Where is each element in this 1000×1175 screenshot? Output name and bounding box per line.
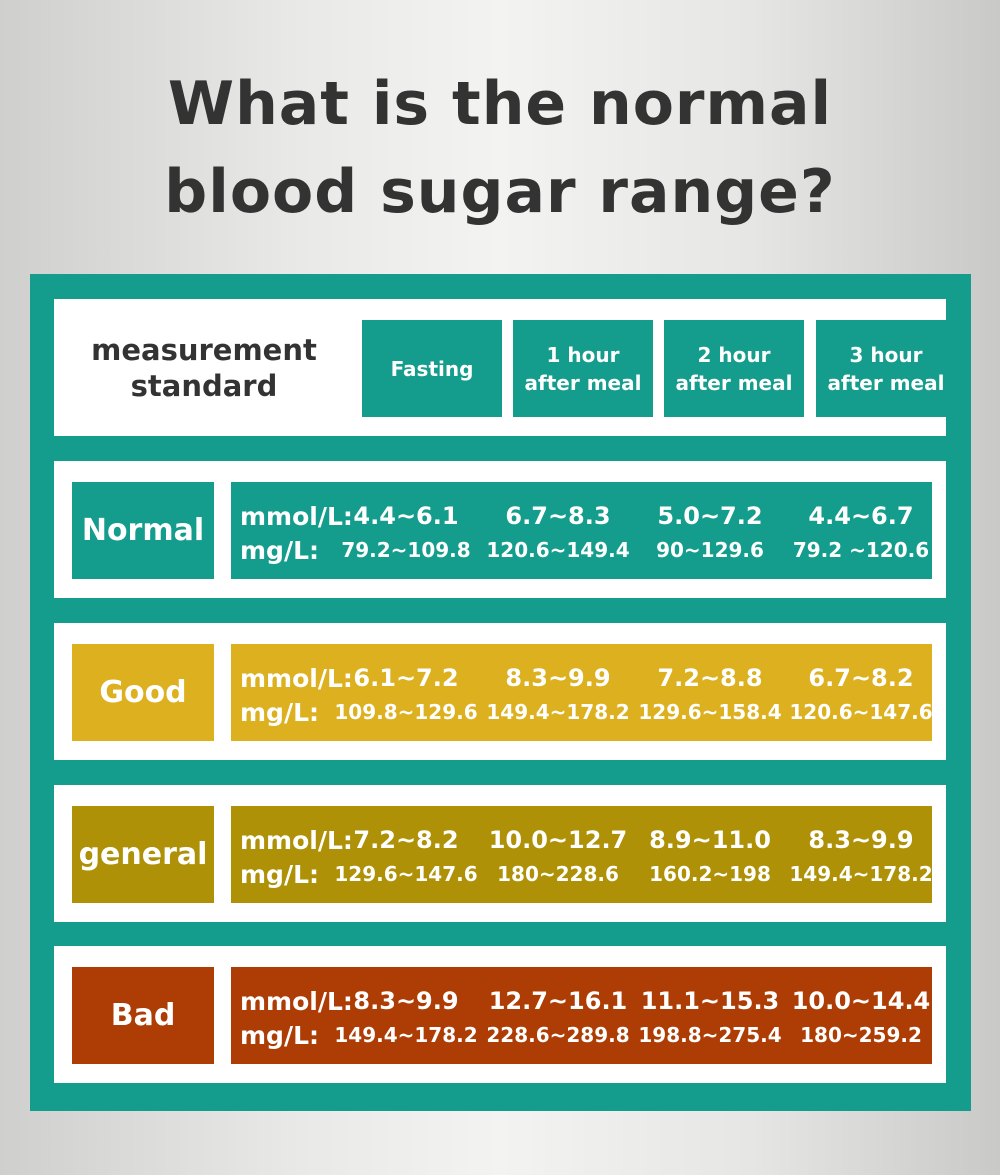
mmol-value: 7.2~8.2 [353,826,459,854]
row-label-good: Good [72,644,214,741]
measurement-standard-label: measurement standard [91,332,317,403]
row-values-general: mmol/L: mg/L: 7.2~8.2 10.0~12.7 8.9~11.0… [231,806,933,903]
column-header-1-hour: 1 hour after meal [513,320,653,417]
column-header-2-hour: 2 hour after meal [664,320,804,417]
unit-mg: mg/L: [240,1021,320,1050]
mg-value: 120.6~149.4 [486,538,630,562]
unit-mg: mg/L: [240,536,320,565]
unit-mmol: mmol/L: [240,987,353,1016]
mg-value: 149.4~178.2 [486,700,630,724]
unit-mg: mg/L: [240,860,320,889]
mg-value: 228.6~289.8 [486,1023,630,1047]
mmol-value: 4.4~6.1 [353,502,459,530]
mmol-value: 12.7~16.1 [488,987,628,1015]
mmol-value: 10.0~12.7 [488,826,628,854]
mg-value: 109.8~129.6 [334,700,478,724]
row-label-general: general [72,806,214,903]
mg-value: 129.6~158.4 [638,700,782,724]
mmol-value: 6.1~7.2 [353,664,459,692]
row-label-normal: Normal [72,482,214,579]
mg-value: 90~129.6 [656,538,764,562]
row-good: Good mmol/L: mg/L: 6.1~7.2 8.3~9.9 7.2~8… [54,623,946,760]
mg-value: 198.8~275.4 [638,1023,782,1047]
title-line-2: blood sugar range? [164,157,836,227]
mg-value: 180~259.2 [800,1023,922,1047]
mg-value: 129.6~147.6 [334,862,478,886]
row-normal: Normal mmol/L: mg/L: 4.4~6.1 6.7~8.3 5.0… [54,461,946,598]
header-row: measurement standard Fasting 1 hour afte… [54,299,956,436]
mmol-value: 7.2~8.8 [657,664,763,692]
row-values-bad: mmol/L: mg/L: 8.3~9.9 12.7~16.1 11.1~15.… [231,967,932,1064]
mg-value: 149.4~178.2 [334,1023,478,1047]
mg-value: 79.2 ~120.6 [792,538,930,562]
range-table: measurement standard Fasting 1 hour afte… [30,274,971,1111]
page-title: What is the normal blood sugar range? [0,60,1000,236]
row-general: general mmol/L: mg/L: 7.2~8.2 10.0~12.7 … [54,785,946,922]
mg-value: 79.2~109.8 [341,538,471,562]
unit-mmol: mmol/L: [240,664,353,693]
mmol-value: 8.3~9.9 [808,826,914,854]
mg-value: 180~228.6 [497,862,619,886]
row-label-bad: Bad [72,967,214,1064]
row-bad: Bad mmol/L: mg/L: 8.3~9.9 12.7~16.1 11.1… [54,946,946,1083]
mmol-value: 4.4~6.7 [808,502,914,530]
unit-mmol: mmol/L: [240,826,353,855]
mmol-value: 8.9~11.0 [649,826,771,854]
mmol-value: 6.7~8.3 [505,502,611,530]
mmol-value: 8.3~9.9 [505,664,611,692]
mmol-value: 8.3~9.9 [353,987,459,1015]
mmol-value: 5.0~7.2 [657,502,763,530]
column-header-fasting: Fasting [362,320,502,417]
row-values-good: mmol/L: mg/L: 6.1~7.2 8.3~9.9 7.2~8.8 6.… [231,644,933,741]
mmol-value: 10.0~14.4 [791,987,931,1015]
mg-value: 160.2~198 [649,862,771,886]
mmol-value: 6.7~8.2 [808,664,914,692]
title-line-1: What is the normal [167,69,833,139]
unit-mmol: mmol/L: [240,502,353,531]
unit-mg: mg/L: [240,698,320,727]
row-values-normal: mmol/L: mg/L: 4.4~6.1 6.7~8.3 5.0~7.2 4.… [231,482,932,579]
mmol-value: 11.1~15.3 [640,987,780,1015]
mg-value: 120.6~147.6 [789,700,933,724]
mg-value: 149.4~178.2 [789,862,933,886]
column-header-3-hour: 3 hour after meal [816,320,956,417]
